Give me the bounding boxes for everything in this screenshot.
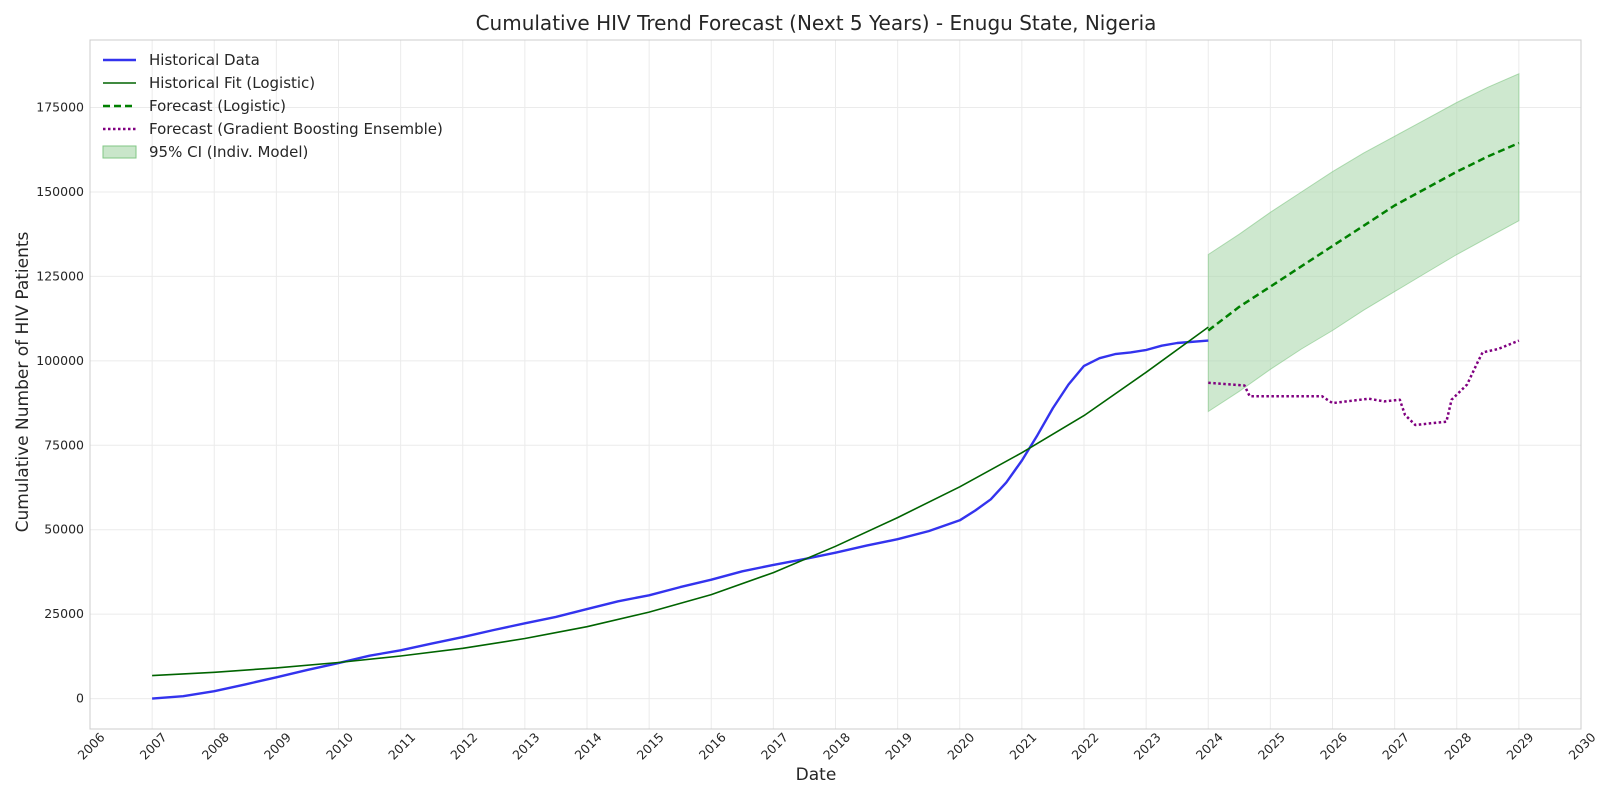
- series-line-1: [152, 326, 1209, 677]
- series-layer: [152, 141, 1520, 700]
- series-line-2: [1207, 141, 1520, 332]
- legend-label: 95% CI (Indiv. Model): [149, 143, 308, 161]
- legend-label: Historical Data: [149, 51, 260, 69]
- confidence-band: [1207, 73, 1520, 413]
- y-tick-labels: 0 25000 50000 75000 100000 125000 150000 175000: [36, 100, 84, 706]
- y-axis-label: Cumulative Number of HIV Patients: [13, 231, 33, 532]
- legend-label: Forecast (Gradient Boosting Ensemble): [149, 120, 443, 138]
- confidence-band-layer: [1207, 73, 1520, 413]
- y-tick-label: 0: [76, 691, 84, 706]
- plot-frame: [89, 39, 1582, 730]
- y-tick-label: 50000: [44, 522, 84, 537]
- y-tick-label: 100000: [36, 353, 84, 368]
- legend: Historical Data Historical Fit (Logistic)…: [102, 51, 443, 161]
- y-tick-label: 150000: [36, 184, 84, 199]
- series-line-0: [152, 339, 1209, 700]
- legend-swatch: [102, 145, 137, 159]
- x-axis-label: Date: [796, 765, 837, 785]
- legend-label: Historical Fit (Logistic): [149, 74, 315, 92]
- y-tick-label: 25000: [44, 606, 84, 621]
- y-tick-label: 175000: [36, 100, 84, 115]
- grid: [89, 40, 1582, 729]
- legend-label: Forecast (Logistic): [149, 97, 286, 115]
- chart-title: Cumulative HIV Trend Forecast (Next 5 Ye…: [476, 11, 1157, 35]
- y-tick-label: 75000: [44, 437, 84, 452]
- y-tick-label: 125000: [36, 268, 84, 283]
- series-line-3: [1208, 339, 1520, 427]
